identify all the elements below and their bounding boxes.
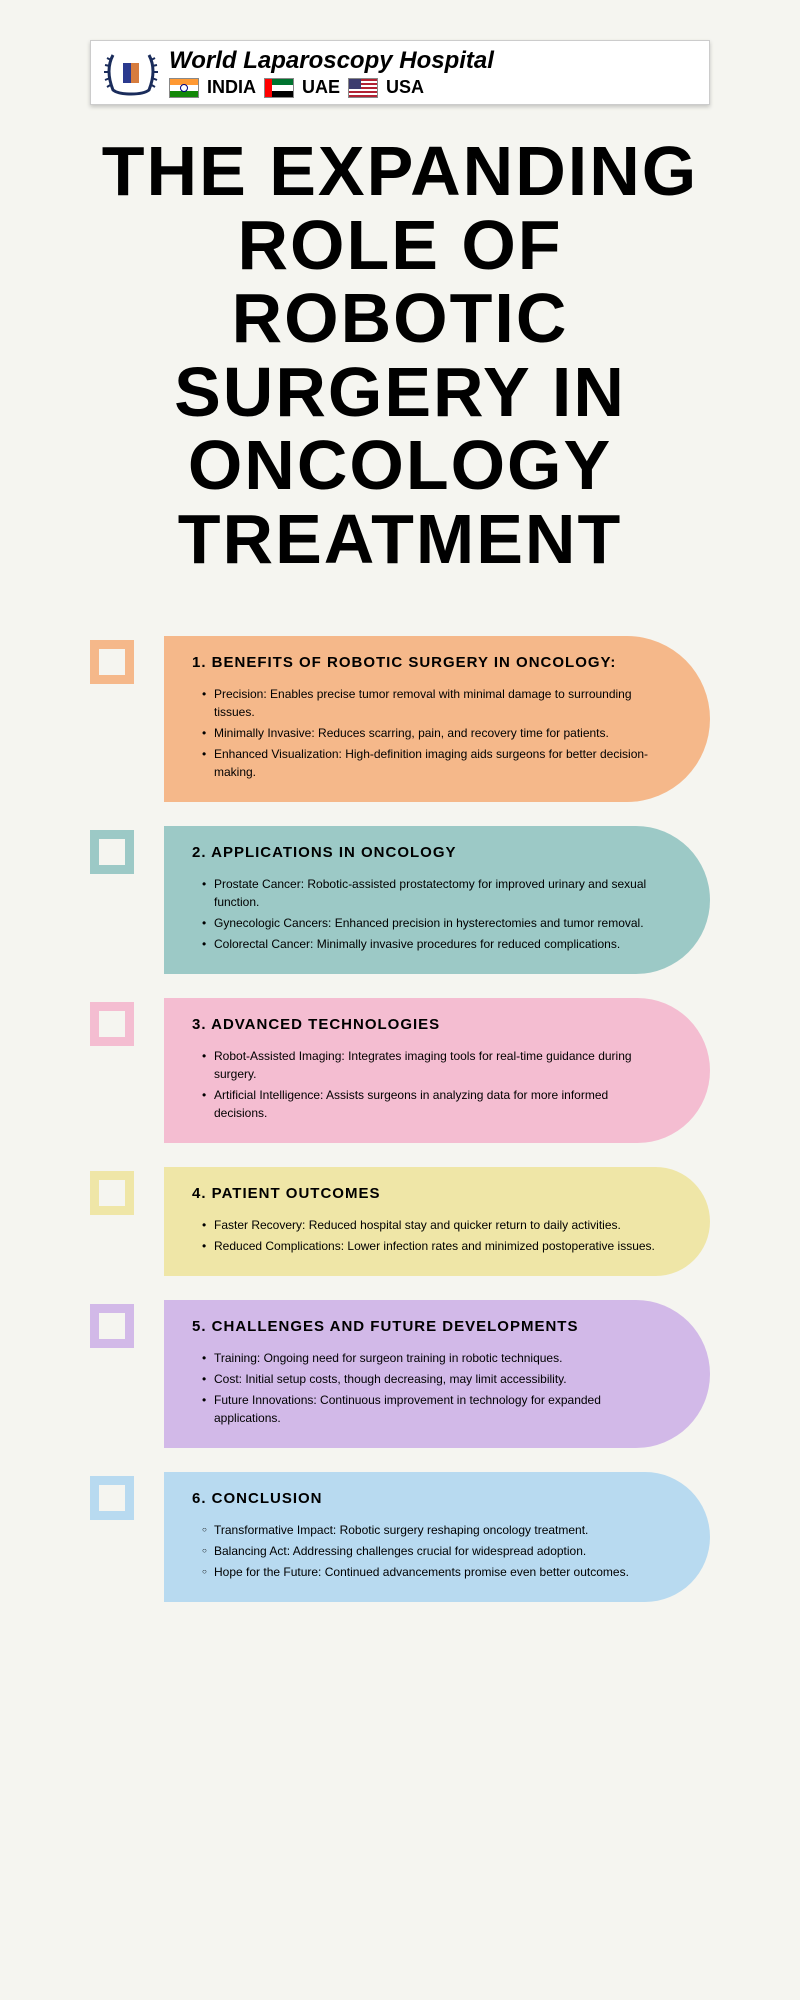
section-list: Prostate Cancer: Robotic-assisted prosta…	[192, 875, 660, 953]
section-list: Transformative Impact: Robotic surgery r…	[192, 1521, 660, 1581]
section-card: 5. CHALLENGES AND FUTURE DEVELOPMENTS Tra…	[164, 1300, 710, 1448]
list-item: Prostate Cancer: Robotic-assisted prosta…	[202, 875, 660, 911]
section: 1. BENEFITS OF ROBOTIC SURGERY IN ONCOLO…	[90, 636, 710, 802]
section: 5. CHALLENGES AND FUTURE DEVELOPMENTS Tra…	[90, 1300, 710, 1448]
timeline-marker	[90, 640, 134, 684]
logo-text-block: World Laparoscopy Hospital INDIA UAE USA	[169, 47, 697, 98]
list-item: Transformative Impact: Robotic surgery r…	[202, 1521, 660, 1539]
timeline-marker	[90, 830, 134, 874]
list-item: Reduced Complications: Lower infection r…	[202, 1237, 660, 1255]
timeline-marker	[90, 1476, 134, 1520]
section-title: 1. BENEFITS OF ROBOTIC SURGERY IN ONCOLO…	[192, 654, 660, 671]
list-item: Hope for the Future: Continued advanceme…	[202, 1563, 660, 1581]
section: 3. ADVANCED TECHNOLOGIES Robot-Assisted I…	[90, 998, 710, 1143]
section-list: Precision: Enables precise tumor removal…	[192, 685, 660, 781]
section-title: 2. APPLICATIONS IN ONCOLOGY	[192, 844, 660, 861]
section-card: 4. PATIENT OUTCOMES Faster Recovery: Redu…	[164, 1167, 710, 1276]
section-card: 6. CONCLUSION Transformative Impact: Robo…	[164, 1472, 710, 1602]
list-item: Training: Ongoing need for surgeon train…	[202, 1349, 660, 1367]
section-list: Robot-Assisted Imaging: Integrates imagi…	[192, 1047, 660, 1122]
section-card: 3. ADVANCED TECHNOLOGIES Robot-Assisted I…	[164, 998, 710, 1143]
flag-uae-icon	[264, 78, 294, 98]
section: 6. CONCLUSION Transformative Impact: Robo…	[90, 1472, 710, 1602]
country-label: INDIA	[207, 77, 256, 98]
section-list: Training: Ongoing need for surgeon train…	[192, 1349, 660, 1427]
timeline-marker	[90, 1002, 134, 1046]
list-item: Artificial Intelligence: Assists surgeon…	[202, 1086, 660, 1122]
list-item: Robot-Assisted Imaging: Integrates imagi…	[202, 1047, 660, 1083]
section-card: 1. BENEFITS OF ROBOTIC SURGERY IN ONCOLO…	[164, 636, 710, 802]
section-title: 3. ADVANCED TECHNOLOGIES	[192, 1016, 660, 1033]
logo-title: World Laparoscopy Hospital	[169, 47, 697, 75]
list-item: Minimally Invasive: Reduces scarring, pa…	[202, 724, 660, 742]
section: 4. PATIENT OUTCOMES Faster Recovery: Redu…	[90, 1167, 710, 1276]
section-title: 4. PATIENT OUTCOMES	[192, 1185, 660, 1202]
list-item: Future Innovations: Continuous improveme…	[202, 1391, 660, 1427]
section-card: 2. APPLICATIONS IN ONCOLOGY Prostate Canc…	[164, 826, 710, 974]
flag-usa-icon	[348, 78, 378, 98]
page-title: THE EXPANDING ROLE OF ROBOTIC SURGERY IN…	[60, 135, 740, 576]
timeline-marker	[90, 1171, 134, 1215]
list-item: Faster Recovery: Reduced hospital stay a…	[202, 1216, 660, 1234]
flag-india-icon	[169, 78, 199, 98]
list-item: Enhanced Visualization: High-definition …	[202, 745, 660, 781]
laurel-icon	[103, 50, 159, 96]
list-item: Gynecologic Cancers: Enhanced precision …	[202, 914, 660, 932]
section: 2. APPLICATIONS IN ONCOLOGY Prostate Canc…	[90, 826, 710, 974]
list-item: Precision: Enables precise tumor removal…	[202, 685, 660, 721]
logo-countries: INDIA UAE USA	[169, 77, 697, 98]
section-list: Faster Recovery: Reduced hospital stay a…	[192, 1216, 660, 1255]
logo-banner: World Laparoscopy Hospital INDIA UAE USA	[90, 40, 710, 105]
list-item: Balancing Act: Addressing challenges cru…	[202, 1542, 660, 1560]
sections-container: 1. BENEFITS OF ROBOTIC SURGERY IN ONCOLO…	[0, 636, 800, 1686]
section-title: 6. CONCLUSION	[192, 1490, 660, 1507]
country-label: UAE	[302, 77, 340, 98]
list-item: Colorectal Cancer: Minimally invasive pr…	[202, 935, 660, 953]
country-label: USA	[386, 77, 424, 98]
section-title: 5. CHALLENGES AND FUTURE DEVELOPMENTS	[192, 1318, 660, 1335]
timeline-marker	[90, 1304, 134, 1348]
list-item: Cost: Initial setup costs, though decrea…	[202, 1370, 660, 1388]
